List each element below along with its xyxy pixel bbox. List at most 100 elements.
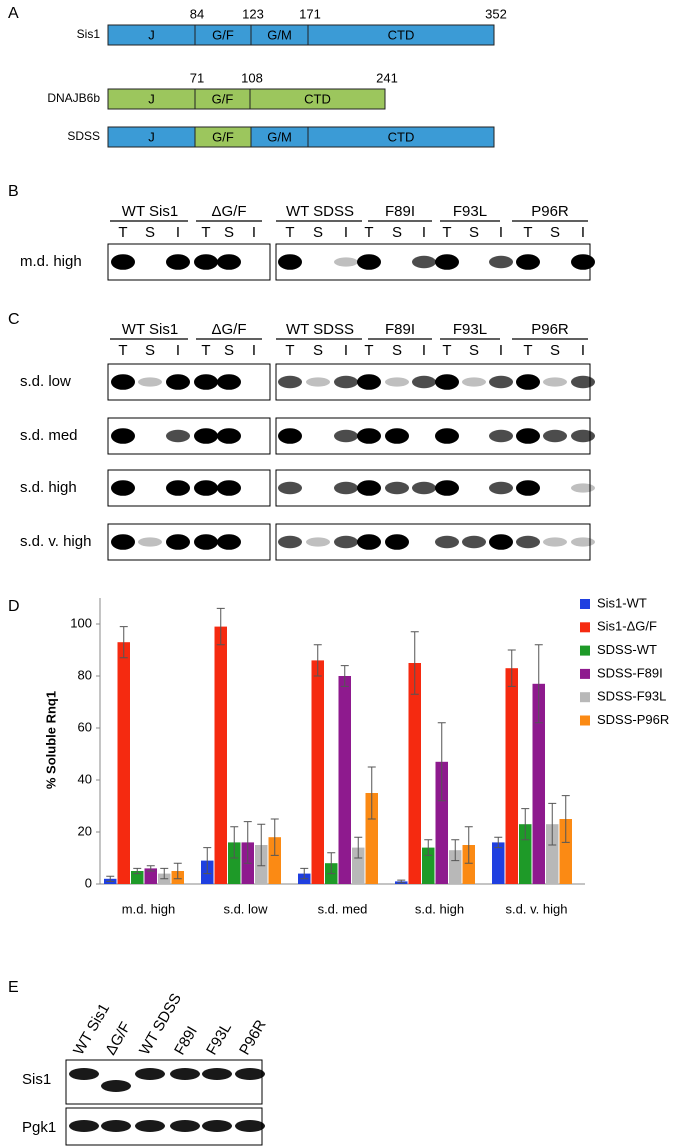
band (306, 537, 330, 547)
y-tick-label: 100 (70, 615, 92, 630)
domain-label: J (148, 129, 155, 144)
position: 84 (190, 6, 204, 21)
band (357, 428, 381, 444)
band (489, 481, 513, 495)
legend-label: Sis1-WT (597, 595, 647, 610)
construct-name: Sis1 (77, 27, 101, 41)
legend-swatch (580, 692, 590, 703)
error-bar (464, 826, 473, 864)
group-label: F93L (453, 321, 487, 338)
bar (449, 850, 462, 884)
x-tick-label: s.d. low (223, 901, 268, 916)
y-tick-label: 40 (78, 771, 92, 786)
row-label: s.d. v. high (20, 533, 91, 550)
error-bar (257, 823, 266, 867)
band (194, 534, 218, 550)
y-tick-label: 80 (78, 667, 92, 682)
band (306, 377, 330, 387)
band (412, 481, 436, 495)
error-bar (119, 626, 128, 659)
band (69, 1120, 99, 1132)
position: 171 (299, 6, 321, 21)
bar (365, 793, 378, 884)
lane-label: F89I (171, 1023, 201, 1057)
legend-swatch (580, 645, 590, 656)
lane-label: I (344, 342, 348, 359)
legend-swatch (580, 599, 590, 609)
band (194, 374, 218, 390)
band (101, 1080, 131, 1092)
y-tick-label: 0 (85, 875, 92, 890)
panel-label: C (8, 311, 20, 328)
error-bar (243, 821, 252, 864)
band (516, 480, 540, 496)
error-bar (451, 839, 460, 862)
lane-label: I (499, 224, 503, 241)
band (334, 375, 358, 389)
bar (228, 842, 241, 884)
band (166, 254, 190, 270)
band (194, 428, 218, 444)
group-label: F93L (453, 203, 487, 220)
band (235, 1068, 265, 1080)
lane-label: I (581, 342, 585, 359)
legend-label: SDSS-P96R (597, 712, 669, 727)
band (571, 483, 595, 493)
lane-label: S (145, 224, 155, 241)
band (217, 480, 241, 496)
band (217, 428, 241, 444)
band (385, 534, 409, 550)
band (412, 255, 436, 269)
band (435, 535, 459, 549)
band (278, 481, 302, 495)
band (278, 535, 302, 549)
band (135, 1120, 165, 1132)
lane-label: T (442, 342, 451, 359)
band (111, 480, 135, 496)
x-tick-label: s.d. v. high (506, 901, 568, 916)
band (111, 534, 135, 550)
lane-label: I (422, 342, 426, 359)
y-axis-label: % Soluble Rnq1 (43, 691, 58, 789)
band (357, 254, 381, 270)
error-bar (397, 879, 406, 884)
error-bar (313, 644, 322, 677)
error-bar (106, 875, 115, 882)
group-label: WT Sis1 (122, 321, 178, 338)
group-label: WT SDSS (286, 203, 354, 220)
lane-label: I (499, 342, 503, 359)
domain-label: CTD (388, 129, 415, 144)
error-bar (507, 649, 516, 687)
band (334, 481, 358, 495)
lane-label: T (523, 224, 532, 241)
group-label: P96R (531, 321, 569, 338)
error-bar (230, 826, 239, 859)
lane-label: I (344, 224, 348, 241)
band (516, 254, 540, 270)
bar (519, 824, 532, 884)
blot-box (275, 417, 591, 455)
lane-label: ΔG/F (102, 1019, 134, 1058)
band (412, 375, 436, 389)
position: 123 (242, 6, 264, 21)
band (516, 428, 540, 444)
group-label: P96R (531, 203, 569, 220)
lane-label: S (224, 224, 234, 241)
domain-label: J (148, 91, 155, 106)
error-bar (410, 631, 419, 695)
bar (435, 761, 448, 884)
bar (559, 819, 572, 884)
band (571, 254, 595, 270)
lane-label: T (118, 224, 127, 241)
lane-label: P96R (236, 1017, 270, 1058)
bar (505, 668, 518, 884)
lane-label: T (201, 342, 210, 359)
group-label: ΔG/F (211, 321, 246, 338)
lane-label: S (550, 224, 560, 241)
error-bar (146, 865, 155, 872)
lane-label: S (313, 224, 323, 241)
band (138, 377, 162, 387)
bar (268, 837, 281, 884)
bar (311, 660, 324, 884)
band (166, 534, 190, 550)
